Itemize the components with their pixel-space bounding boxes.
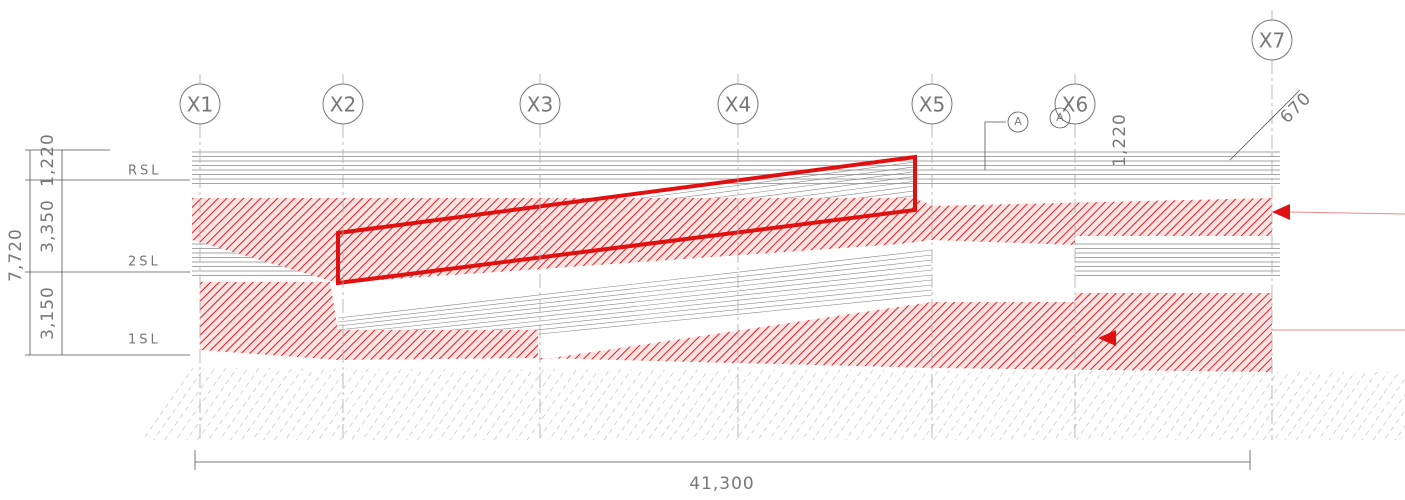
dim-label: 1,220 (1110, 113, 1130, 167)
detail-line (985, 122, 1006, 170)
axis-label: X4 (725, 93, 751, 117)
dim-label: 670 (1276, 88, 1315, 127)
axis-label: X7 (1259, 29, 1285, 53)
dim-label: 41,300 (689, 474, 754, 494)
dim-label: 3,150 (38, 286, 58, 340)
level-label: 1SL (128, 333, 161, 348)
dim-label: 1,220 (38, 133, 58, 187)
level-label: RSL (128, 164, 162, 179)
axis-label: X5 (919, 93, 945, 117)
dim-label: 7,720 (6, 228, 26, 282)
ground (135, 368, 1405, 440)
hatched-zone (192, 198, 1272, 283)
dim-label: 3,350 (38, 199, 58, 253)
arrow (1272, 204, 1290, 220)
axis-label: X6 (1062, 93, 1088, 117)
axis-label: X2 (330, 93, 356, 117)
arrow-line (1290, 212, 1405, 214)
level-label: 2SL (128, 255, 161, 270)
axis-label: X3 (527, 93, 553, 117)
axis-label: X1 (187, 93, 213, 117)
marker-label: A (1056, 111, 1064, 124)
marker-label: A (1014, 115, 1022, 128)
section-drawing: X1 X2 X3 X4 X5 X6 X7 7,720 1,220 3,350 3,150 R… (0, 0, 1405, 500)
